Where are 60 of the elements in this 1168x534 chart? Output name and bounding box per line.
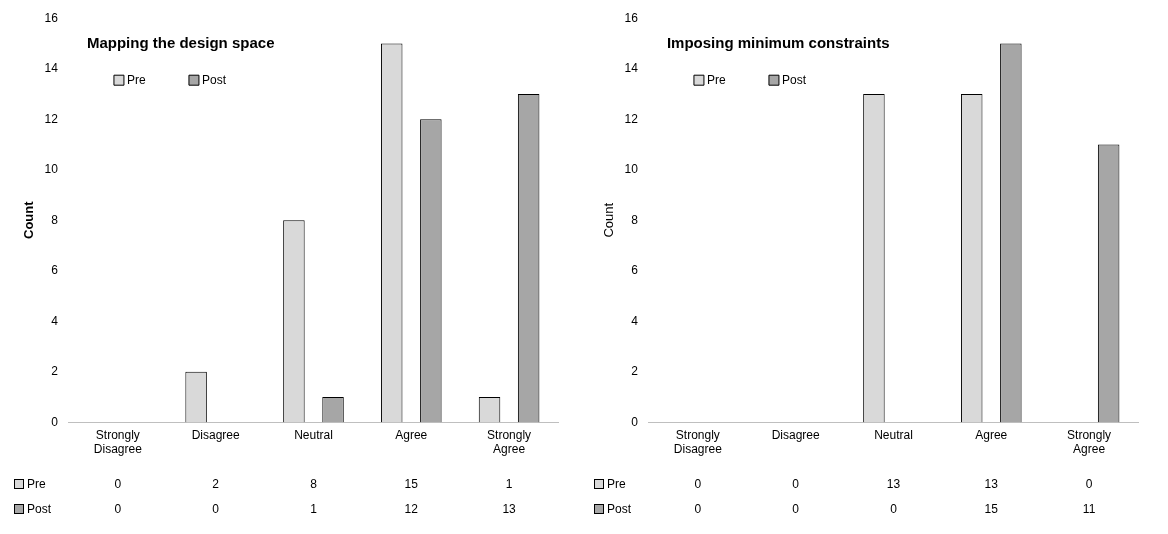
y-tick-label: 0 <box>51 414 59 429</box>
legend-label: Post <box>781 72 807 87</box>
text: Pre <box>27 476 46 491</box>
data-label: 13 <box>984 476 999 491</box>
data-label: 12 <box>404 501 419 516</box>
data-label: 13 <box>502 501 517 516</box>
y-tick-label: 12 <box>624 111 639 126</box>
y-tick-label: 6 <box>631 263 639 278</box>
y-tick-label: 12 <box>44 111 59 126</box>
data-label: 2 <box>212 476 220 491</box>
data-label: 15 <box>404 476 419 491</box>
text: Post <box>27 501 52 516</box>
text: Imposing minimum constraints <box>666 34 890 52</box>
data-label: 1 <box>310 501 318 516</box>
x-tick-label: Neutral <box>874 427 913 442</box>
x-tick-label: Neutral <box>294 427 333 442</box>
x-tick-label: Strongly Agree <box>1067 427 1112 457</box>
x-tick-label: Agree <box>395 427 428 442</box>
data-label: 0 <box>212 501 220 516</box>
y-tick-label: 10 <box>624 162 639 177</box>
legend-label: Post <box>201 72 227 87</box>
data-label: 1 <box>505 476 513 491</box>
y-tick-label: 2 <box>631 364 639 379</box>
text: Mapping the design space <box>86 34 275 52</box>
data-label: 13 <box>886 476 901 491</box>
data-label: 0 <box>792 476 800 491</box>
y-tick-label: 16 <box>44 10 59 25</box>
data-label: 15 <box>984 501 999 516</box>
data-label: 0 <box>114 476 122 491</box>
y-tick-label: 8 <box>631 212 639 227</box>
x-tick-label: Strongly Disagree <box>673 427 723 457</box>
y-tick-label: 6 <box>51 263 59 278</box>
data-label: 0 <box>694 476 702 491</box>
data-label: 0 <box>890 501 898 516</box>
legend-label: Pre <box>126 72 146 87</box>
y-tick-label: 0 <box>631 414 639 429</box>
x-tick-label: Agree <box>975 427 1008 442</box>
y-tick-label: 4 <box>51 313 59 328</box>
data-label: 0 <box>1085 476 1093 491</box>
y-tick-label: 4 <box>631 313 639 328</box>
data-label: 0 <box>694 501 702 516</box>
x-tick-label: Strongly Agree <box>487 427 532 457</box>
y-tick-label: 2 <box>51 364 59 379</box>
y-tick-label: 10 <box>44 162 59 177</box>
x-tick-label: Disagree <box>191 427 240 442</box>
data-label: 0 <box>792 501 800 516</box>
text: Pre <box>607 476 626 491</box>
x-tick-label: Strongly Disagree <box>93 427 143 457</box>
y-tick-label: 16 <box>624 10 639 25</box>
y-tick-label: 14 <box>44 61 59 76</box>
y-tick-label: 8 <box>51 212 59 227</box>
data-label: 0 <box>114 501 122 516</box>
y-tick-label: 14 <box>624 61 639 76</box>
y-axis-title: Count <box>21 200 37 239</box>
data-label: 8 <box>310 476 318 491</box>
data-label: 11 <box>1082 501 1096 516</box>
text: Post <box>607 501 632 516</box>
legend-label: Pre <box>706 72 726 87</box>
x-tick-label: Disagree <box>771 427 820 442</box>
y-axis-title: Count <box>601 202 617 238</box>
